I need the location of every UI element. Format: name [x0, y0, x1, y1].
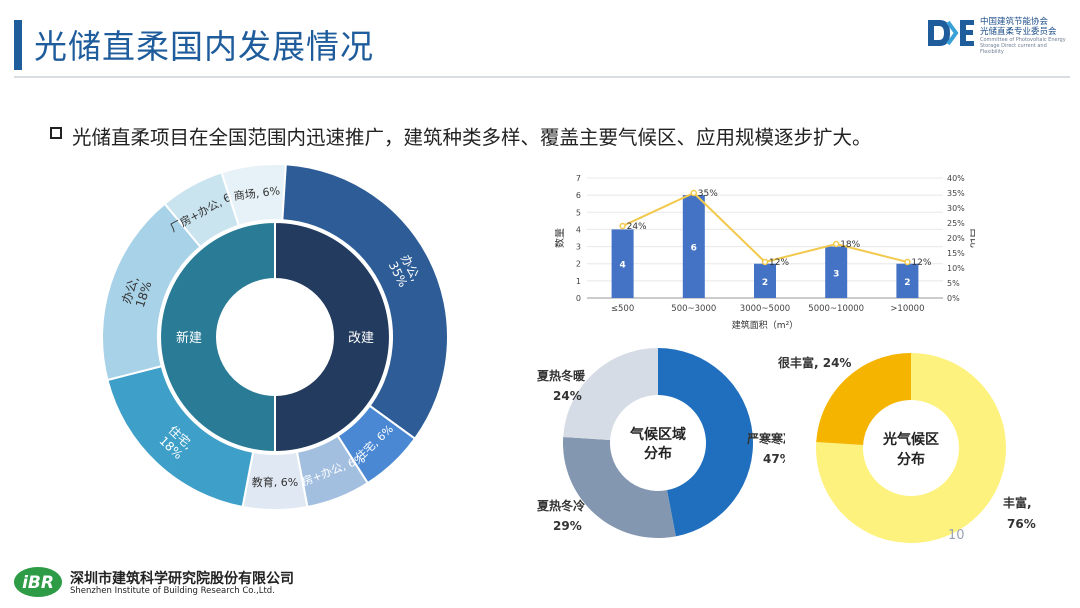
- y-tick-label: 0: [576, 294, 581, 303]
- y-tick-label: 6: [576, 191, 581, 200]
- bar-value-label: 3: [833, 269, 839, 279]
- ibr-logo-text: iBR: [22, 573, 54, 593]
- building-area-bar-chart: 0 1 2 3 4 5 6 7 0% 5% 10% 15% 20% 25% 30% 35% 40% 数量 占比建筑面…: [555, 174, 975, 331]
- bullet-text: 光储直柔项目在全国范围内迅速推广，建筑种类多样、覆盖主要气候区、应用规模逐步扩大…: [72, 126, 872, 149]
- footer-company-cn: 深圳市建筑科学研究院股份有限公司: [70, 571, 294, 587]
- y-tick-label: 5: [576, 208, 581, 217]
- y2-tick-label: 35%: [947, 189, 965, 198]
- climate-slice-value: 24%: [553, 389, 582, 403]
- sunburst-outer-slice: [220, 163, 287, 227]
- bullet-square-icon: [50, 127, 62, 139]
- line-value-label: 12%: [911, 258, 931, 268]
- climate-slice-name: 严寒寒冷: [746, 431, 785, 446]
- bar: [754, 263, 776, 298]
- donut-center-line2: 分布: [644, 445, 672, 462]
- bar-value-label: 6: [691, 244, 697, 254]
- solar-slice-value: 76%: [1007, 517, 1036, 531]
- donut-center-line1: 气候区域: [629, 426, 686, 443]
- y2-tick-label: 5%: [947, 279, 960, 288]
- climate-slice: [563, 437, 676, 538]
- y2-tick-label: 15%: [947, 249, 965, 258]
- line-point: [619, 222, 626, 230]
- title-accent-bar: [14, 20, 22, 70]
- sunburst-inner-label: 新建: [176, 330, 202, 346]
- y-tick-label: 1: [576, 277, 581, 286]
- x-tick-label: 500~3000: [671, 304, 716, 314]
- page-title: 光储直柔国内发展情况: [34, 27, 374, 66]
- bar: [682, 195, 705, 298]
- solar-slice: [816, 353, 1006, 543]
- climate-slice: [563, 348, 658, 440]
- bar: [896, 263, 919, 298]
- x-tick-label: 5000~10000: [808, 304, 864, 314]
- climate-slice-value: 29%: [553, 519, 582, 533]
- x-axis-title: 建筑面积（m²）: [732, 319, 798, 331]
- sunburst-outer-label: 商场, 6%: [233, 183, 281, 203]
- y-tick-label: 2: [576, 260, 581, 269]
- y2-tick-label: 30%: [947, 204, 965, 213]
- donut-center-line2: 分布: [897, 451, 925, 468]
- y-tick-label: 3: [576, 243, 581, 252]
- bar-value-label: 2: [762, 278, 768, 288]
- sunburst-outer-slice: [274, 162, 449, 441]
- solar-slice-name: 丰富,: [1003, 495, 1032, 510]
- y-tick-label: 7: [576, 174, 581, 183]
- y2-tick-label: 10%: [947, 264, 965, 273]
- y2-axis-title: 占比: [968, 228, 975, 248]
- climate-slice-name: 夏热冬暖: [537, 368, 586, 383]
- logo-en-text: Committee of Photovoltaic Energy Storage…: [980, 37, 1066, 55]
- x-tick-label: ≤500: [611, 304, 634, 314]
- share-line: [622, 191, 908, 264]
- bar: [611, 229, 634, 298]
- ibr-logo-icon: iBR: [14, 567, 62, 597]
- line-value-label: 18%: [840, 240, 860, 250]
- line-point: [761, 258, 769, 266]
- y2-tick-label: 0%: [947, 294, 960, 303]
- sunburst-outer-label: 教育, 6%: [252, 475, 298, 489]
- bar: [825, 246, 848, 298]
- y-tick-label: 4: [576, 225, 581, 234]
- line-value-label: 24%: [627, 222, 647, 232]
- climate-slice: [658, 348, 754, 537]
- line-point: [904, 258, 911, 266]
- y2-tick-label: 20%: [947, 234, 965, 243]
- logo-cn-line1: 中国建筑节能协会: [980, 17, 1049, 27]
- y2-tick-label: 40%: [947, 174, 965, 183]
- line-point: [832, 240, 840, 248]
- y-axis-title: 数量: [555, 228, 566, 248]
- committee-logo-icon: [928, 20, 974, 46]
- page-number: 10: [948, 528, 965, 543]
- x-tick-label: >10000: [890, 304, 924, 314]
- sunburst-inner-label: 改建: [348, 331, 374, 346]
- line-point: [690, 189, 698, 197]
- donut-center-line1: 光气候区: [882, 431, 939, 448]
- line-value-label: 12%: [769, 258, 789, 268]
- sunburst-inner-slice: [159, 220, 276, 454]
- x-tick-label: 3000~5000: [740, 304, 790, 314]
- committee-logo-text: 中国建筑节能协会 光储直柔专业委员会 Committee of Photovol…: [980, 17, 1072, 55]
- logo-cn-line2: 光储直柔专业委员会: [980, 27, 1057, 37]
- line-value-label: 35%: [698, 189, 718, 199]
- sunburst-inner-slice: [274, 220, 391, 454]
- title-divider: [14, 76, 1070, 78]
- bar-value-label: 4: [619, 261, 625, 271]
- y2-tick-label: 25%: [947, 219, 965, 228]
- bar-value-label: 2: [904, 278, 910, 288]
- footer-company-en: Shenzhen Institute of Building Research …: [70, 586, 275, 596]
- climate-slice-value: 47%: [763, 452, 785, 466]
- solar-slice-name: 很丰富, 24%: [777, 355, 851, 370]
- climate-slice-name: 夏热冬冷: [537, 498, 585, 513]
- solar-slice: [816, 353, 911, 445]
